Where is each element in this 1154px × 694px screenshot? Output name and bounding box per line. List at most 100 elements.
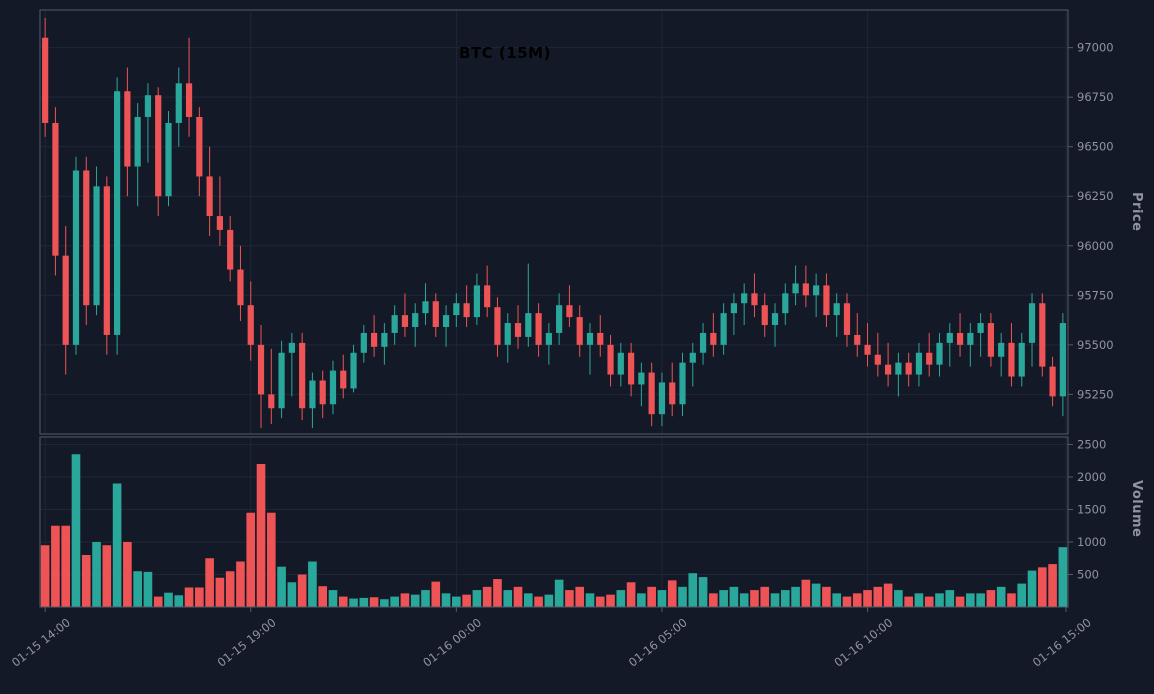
candle-body: [956, 332, 964, 345]
volume-bar: [801, 579, 811, 607]
volume-tick-label: 2500: [1077, 437, 1106, 451]
candles: [42, 17, 1066, 429]
candle-body: [299, 342, 306, 409]
volume-bar: [739, 593, 749, 607]
volume-bar: [246, 512, 256, 607]
candle-body: [885, 364, 892, 375]
volume-bar: [164, 592, 173, 607]
volume-bar: [657, 590, 667, 607]
chart-title: BTC (15M): [459, 44, 551, 62]
candle-body: [473, 285, 480, 318]
candle-body: [360, 332, 367, 353]
candle-body: [648, 372, 655, 415]
candle-body: [802, 283, 809, 296]
candle-body: [83, 170, 90, 306]
candle-body: [761, 305, 768, 326]
price-tick-label: 96500: [1077, 140, 1114, 154]
price-tick-label: 96000: [1077, 239, 1114, 253]
candle-body: [771, 313, 779, 326]
candle-body: [823, 285, 830, 316]
volume-bar: [81, 554, 91, 607]
candle-body: [453, 303, 460, 316]
volume-bar: [482, 586, 492, 607]
candle-body: [658, 382, 666, 415]
volume-bar: [729, 586, 739, 607]
candle-body: [926, 352, 933, 365]
volume-bar: [1007, 593, 1016, 607]
volume-bar: [472, 590, 482, 607]
volume-bar: [400, 593, 410, 607]
volume-bar: [421, 590, 430, 607]
candle-body: [52, 122, 59, 256]
volume-bar: [565, 590, 574, 607]
candle-body: [165, 122, 172, 197]
volume-bar: [266, 512, 276, 607]
volume-bar: [369, 597, 379, 607]
volume-bar: [174, 595, 184, 607]
volume-bar: [431, 581, 441, 607]
volume-bar: [1037, 567, 1047, 607]
volume-bar: [287, 582, 297, 607]
candle-body: [967, 332, 974, 345]
candle-body: [247, 305, 254, 345]
candle-body: [1008, 342, 1015, 377]
candle-body: [432, 301, 439, 328]
candle-body: [257, 344, 265, 395]
candle-body: [556, 305, 563, 333]
axis-ticks: 97000 96750 96500 96250 96000 95750 95500 95250…: [9, 41, 1114, 670]
candle-body: [42, 37, 49, 123]
volume-bar: [184, 587, 194, 607]
candle-body: [669, 382, 676, 405]
volume-bar: [1058, 547, 1068, 607]
volume-bar: [894, 590, 903, 607]
volume-bar: [945, 590, 955, 607]
volume-bar: [832, 593, 842, 607]
candle-body: [998, 342, 1005, 357]
volume-bar: [904, 596, 913, 607]
volume-bar: [523, 593, 533, 607]
volume-bar: [883, 583, 893, 607]
volume-bar: [92, 541, 101, 607]
volume-bar: [256, 463, 266, 607]
volume-bar: [390, 596, 399, 607]
volume-bar: [277, 566, 286, 607]
volume-bar: [595, 596, 605, 607]
price-tick-label: 95250: [1077, 387, 1114, 401]
volume-bar: [966, 593, 975, 607]
candle-body: [62, 255, 69, 345]
volume-tick-label: 1500: [1077, 502, 1106, 516]
volume-bar: [935, 593, 944, 607]
candle-body: [576, 317, 583, 345]
volume-axis-title: Volume: [1129, 480, 1144, 538]
volume-bar: [719, 590, 728, 607]
candle-body: [134, 116, 141, 167]
volume-bar: [1048, 564, 1057, 607]
candle-body: [175, 83, 182, 123]
candle-body: [381, 332, 388, 347]
volume-bar: [503, 590, 513, 607]
volume-bar: [750, 590, 759, 607]
volume-bar: [225, 571, 235, 607]
volume-bar: [986, 590, 996, 607]
price-axis-title: Price: [1129, 192, 1144, 232]
candle-body: [278, 352, 285, 409]
candle-body: [586, 332, 594, 345]
volume-bar: [338, 596, 348, 607]
candle-body: [525, 313, 532, 337]
volume-bar: [955, 596, 965, 607]
volume-bar: [318, 586, 328, 607]
volume-bar: [1027, 570, 1037, 607]
candle-body: [915, 352, 923, 375]
volume-bar: [236, 561, 245, 607]
candle-body: [340, 370, 347, 389]
volume-bar: [554, 579, 564, 607]
volume-bar: [575, 586, 585, 607]
candle-body: [566, 305, 573, 318]
volume-bar: [195, 587, 204, 607]
volume-bar: [534, 596, 543, 607]
candle-body: [309, 380, 316, 409]
volume-bar: [770, 593, 780, 607]
panel-borders: [39, 9, 1069, 608]
